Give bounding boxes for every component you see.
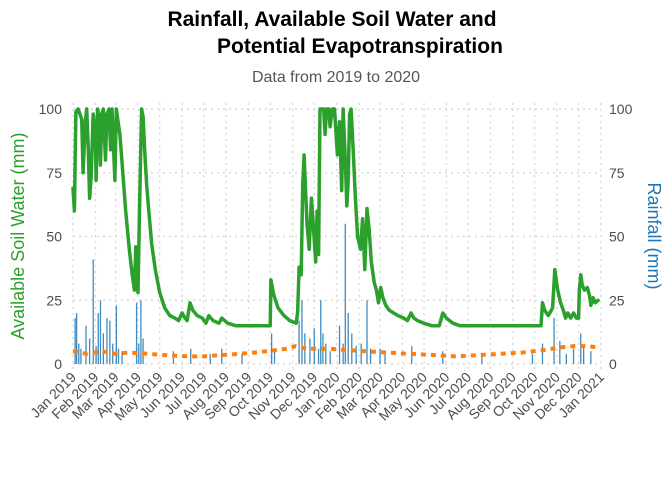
chart-title-line-1: Rainfall, Available Soil Water and bbox=[167, 8, 496, 31]
right-axis-title: Rainfall (mm) bbox=[644, 182, 664, 289]
left-y-tick-label: 50 bbox=[46, 229, 62, 245]
left-y-tick-label: 25 bbox=[46, 292, 62, 308]
right-y-tick-label: 0 bbox=[609, 356, 617, 372]
right-y-tick-label: 50 bbox=[609, 229, 625, 245]
right-y-tick-label: 75 bbox=[609, 165, 625, 181]
chart-subtitle: Data from 2019 to 2020 bbox=[252, 69, 420, 86]
left-y-tick-label: 0 bbox=[54, 356, 62, 372]
left-axis-title: Available Soil Water (mm) bbox=[8, 132, 28, 339]
soil-water-line bbox=[71, 107, 600, 328]
right-y-tick-label: 100 bbox=[609, 101, 633, 117]
left-axis-ticks: 0 25 50 75 100 bbox=[39, 101, 63, 372]
gridlines bbox=[72, 103, 602, 370]
left-y-tick-label: 75 bbox=[46, 165, 62, 181]
rainfall-bars bbox=[74, 223, 592, 364]
right-axis-ticks: 0 25 50 75 100 bbox=[609, 101, 633, 372]
pet-line bbox=[72, 344, 601, 359]
left-y-tick-label: 100 bbox=[39, 101, 63, 117]
chart-title-line-2: Potential Evapotranspiration bbox=[217, 35, 503, 58]
series-lines bbox=[71, 107, 601, 359]
right-y-tick-label: 25 bbox=[609, 292, 625, 308]
